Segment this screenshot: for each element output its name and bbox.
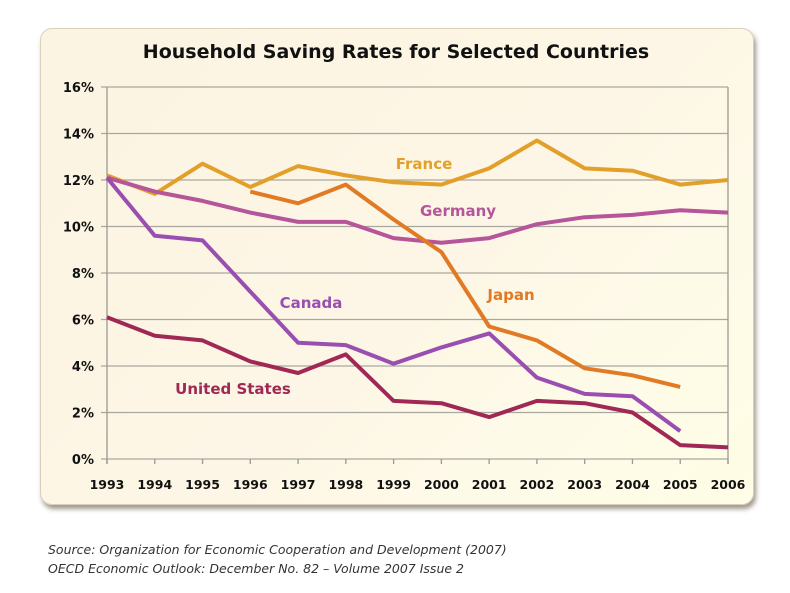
x-tick-label: 1998 bbox=[328, 477, 363, 492]
x-tick-label: 1995 bbox=[185, 477, 220, 492]
y-tick-label: 16% bbox=[63, 81, 94, 96]
y-tick-label: 0% bbox=[72, 453, 94, 468]
series-line-france bbox=[106, 138, 729, 196]
series-lines bbox=[105, 138, 729, 450]
x-tick-label: 2004 bbox=[615, 477, 650, 492]
series-line-united-states bbox=[106, 315, 729, 450]
series-line-germany bbox=[106, 175, 729, 245]
x-tick-label: 2003 bbox=[567, 477, 602, 492]
x-tick-label: 1997 bbox=[281, 477, 316, 492]
chart-frame bbox=[40, 28, 754, 505]
source-line-1: Source: Organization for Economic Cooper… bbox=[48, 542, 507, 557]
x-tick-label: 2005 bbox=[663, 477, 698, 492]
series-label-canada: Canada bbox=[280, 294, 343, 312]
source-line-2: OECD Economic Outlook: December No. 82 –… bbox=[48, 561, 464, 576]
series-label-japan: Japan bbox=[486, 286, 534, 304]
x-tick-label: 1993 bbox=[90, 477, 125, 492]
x-tick-label: 1994 bbox=[137, 477, 172, 492]
chart-title: Household Saving Rates for Selected Coun… bbox=[143, 41, 649, 63]
series-line-canada bbox=[105, 176, 682, 433]
y-tick-label: 4% bbox=[72, 360, 94, 375]
x-tick-label: 2002 bbox=[520, 477, 555, 492]
y-tick-label: 8% bbox=[72, 267, 94, 282]
series-label-united-states: United States bbox=[175, 380, 291, 398]
series-labels: France Germany Japan Canada United States bbox=[175, 155, 534, 398]
x-tick-label: 2000 bbox=[424, 477, 459, 492]
x-tick-label: 1999 bbox=[376, 477, 411, 492]
series-label-germany: Germany bbox=[420, 202, 496, 220]
x-tick-label: 2001 bbox=[472, 477, 507, 492]
x-tick-label: 2006 bbox=[711, 477, 746, 492]
y-axis: 0% 2% 4% 6% 8% 10% 12% 14% 16% bbox=[63, 81, 729, 468]
y-tick-label: 6% bbox=[72, 314, 94, 329]
x-tick-label: 1996 bbox=[233, 477, 268, 492]
gridlines bbox=[101, 86, 728, 460]
series-label-france: France bbox=[396, 155, 453, 173]
y-tick-label: 14% bbox=[63, 128, 94, 143]
y-tick-label: 12% bbox=[63, 174, 94, 189]
x-axis: 1993 1994 1995 1996 1997 1998 1999 2000 2001 2002… bbox=[90, 459, 746, 492]
y-tick-label: 10% bbox=[63, 221, 94, 236]
series-line-japan bbox=[249, 182, 681, 389]
y-tick-label: 2% bbox=[72, 407, 94, 422]
